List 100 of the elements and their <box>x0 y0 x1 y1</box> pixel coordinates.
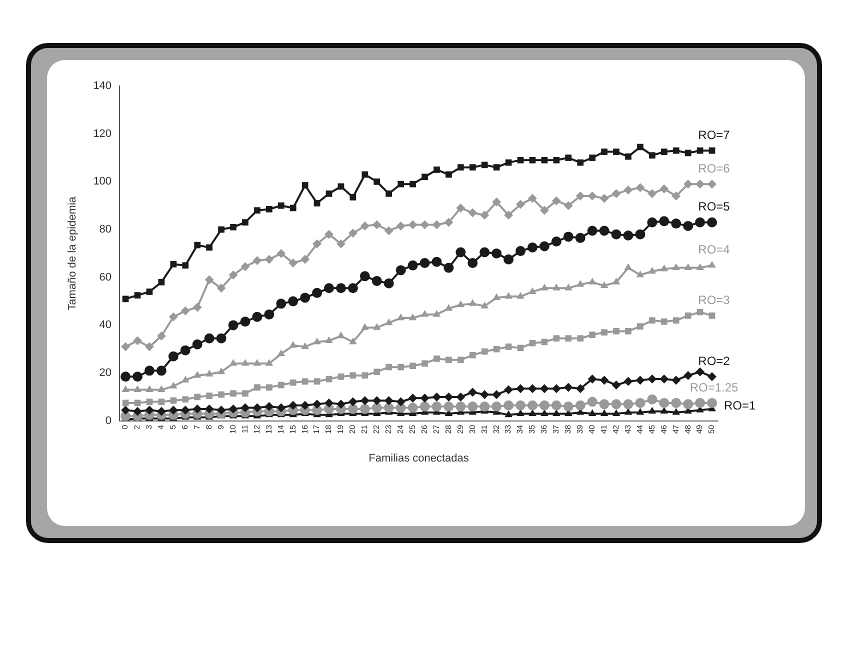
point <box>552 196 561 206</box>
x-tick-label: 48 <box>683 424 692 434</box>
point <box>553 156 560 164</box>
point <box>587 396 598 407</box>
x-tick-label: 45 <box>647 424 656 434</box>
point <box>326 190 332 197</box>
x-tick-label: 23 <box>384 424 394 434</box>
point <box>707 398 718 408</box>
point <box>552 384 561 394</box>
point <box>254 384 260 391</box>
point <box>230 390 236 397</box>
point <box>312 288 322 298</box>
point <box>672 263 680 270</box>
point <box>386 190 392 197</box>
point <box>695 398 706 408</box>
x-tick-label: 4 <box>156 424 166 430</box>
point <box>516 400 526 410</box>
x-tick-label: 32 <box>492 424 501 434</box>
point <box>696 263 704 270</box>
point <box>121 406 130 415</box>
x-tick-label: 47 <box>671 424 680 434</box>
point <box>132 372 143 382</box>
point <box>551 236 562 246</box>
point <box>672 376 681 385</box>
point <box>456 247 466 258</box>
y-tick-label: 140 <box>93 80 112 92</box>
point <box>193 370 202 378</box>
point <box>468 258 478 268</box>
point <box>611 229 622 240</box>
point <box>277 349 286 356</box>
point <box>660 318 668 325</box>
point <box>432 392 442 402</box>
x-tick-label: 18 <box>324 424 334 434</box>
point <box>217 367 226 374</box>
point <box>504 400 514 410</box>
point <box>432 256 442 267</box>
point <box>672 317 680 324</box>
point <box>529 340 536 346</box>
point <box>672 192 681 201</box>
point <box>468 299 477 306</box>
point <box>434 356 440 362</box>
x-tick-label: 0 <box>120 424 130 430</box>
point <box>146 288 153 295</box>
point <box>314 378 320 385</box>
point <box>170 261 177 268</box>
point <box>444 218 454 227</box>
point <box>540 284 548 290</box>
point <box>170 397 177 404</box>
point <box>156 331 166 340</box>
point <box>121 342 130 352</box>
point <box>504 292 512 299</box>
point <box>660 264 668 272</box>
point <box>480 210 490 220</box>
point <box>168 351 178 362</box>
point <box>240 316 250 327</box>
point <box>539 400 550 410</box>
point <box>588 192 597 201</box>
point <box>635 229 646 240</box>
point <box>410 180 416 188</box>
point <box>612 380 621 390</box>
x-tick-label: 46 <box>659 424 668 434</box>
x-tick-label: 35 <box>528 424 537 434</box>
point <box>194 394 201 400</box>
point <box>372 276 382 286</box>
x-tick-label: 12 <box>252 424 262 434</box>
point <box>408 260 418 270</box>
point <box>672 408 680 415</box>
point <box>564 201 573 210</box>
point <box>422 174 428 180</box>
point <box>660 406 668 414</box>
point <box>708 147 716 154</box>
point <box>241 358 250 366</box>
series-label: RO=1 <box>724 398 756 412</box>
point <box>492 248 502 258</box>
x-tick-label: 44 <box>635 424 644 434</box>
point <box>528 409 536 416</box>
point <box>564 382 573 392</box>
point <box>623 230 634 241</box>
y-tick-label: 80 <box>99 224 112 236</box>
x-tick-label: 49 <box>695 424 704 434</box>
x-tick-label: 3 <box>144 424 154 430</box>
point <box>492 390 502 400</box>
point <box>684 263 692 270</box>
point <box>456 402 466 412</box>
point <box>288 296 298 306</box>
x-tick-label: 36 <box>540 424 549 434</box>
point <box>456 204 466 212</box>
point <box>516 246 526 256</box>
point <box>408 402 418 413</box>
x-tick-label: 29 <box>456 424 465 434</box>
point <box>362 372 368 379</box>
point <box>613 148 620 155</box>
point <box>396 397 406 406</box>
point <box>180 406 190 415</box>
point <box>539 241 550 252</box>
point <box>133 336 142 346</box>
point <box>325 336 333 344</box>
point <box>290 379 296 386</box>
point <box>648 152 656 159</box>
point <box>684 370 693 380</box>
